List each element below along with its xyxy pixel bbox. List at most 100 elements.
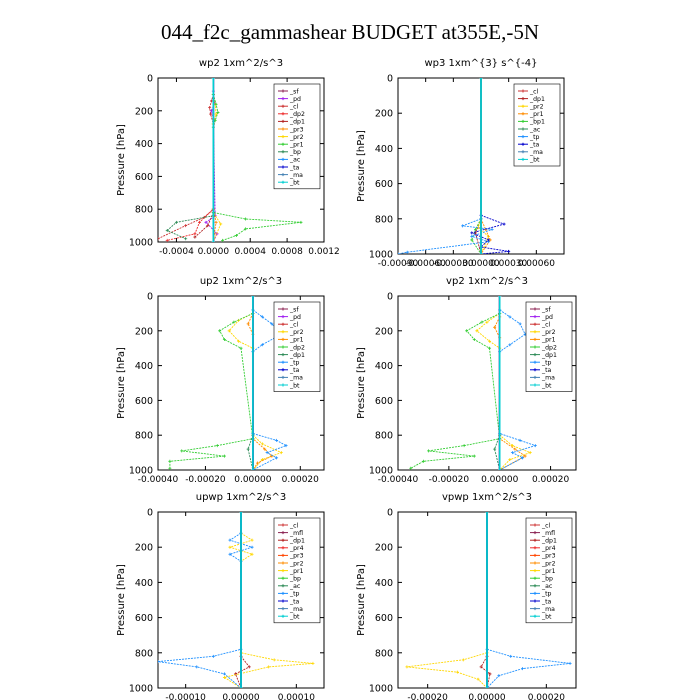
legend-marker (281, 368, 285, 372)
legend-marker (533, 553, 537, 557)
series-point (461, 224, 465, 228)
series-line (167, 208, 214, 241)
legend-marker (533, 569, 537, 573)
chart-title: up2 1xm^2/s^3 (200, 276, 282, 287)
series-point (214, 102, 218, 106)
legend-marker (281, 584, 285, 588)
plot-area (158, 78, 303, 242)
series-point (204, 220, 208, 224)
series-point (488, 672, 492, 676)
y-tick-label: 400 (135, 139, 153, 150)
legend-marker (533, 375, 537, 379)
series-point (227, 329, 231, 333)
legend-marker (281, 315, 285, 319)
series-point (198, 220, 201, 224)
legend-marker (533, 576, 537, 580)
chart-panel: upwp 1xm^2/s^3 Pressure [hPa] 0 200 400 600 80… (116, 492, 325, 700)
y-tick-label: 600 (135, 613, 153, 624)
series-point (165, 229, 169, 233)
series-point (279, 451, 283, 455)
series-point (250, 538, 254, 542)
series-line (476, 313, 532, 470)
plot-area (168, 296, 288, 470)
y-tick-label: 1000 (129, 238, 153, 249)
series-line (480, 656, 491, 688)
y-axis-label: Pressure [hPa] (356, 130, 367, 202)
chart-panel: vpwp 1xm^2/s^3 Pressure [hPa] 0 200 400 600 80… (356, 492, 577, 700)
legend-entry-label: _pr1 (541, 337, 556, 344)
legend-entry-label: _pd (289, 314, 301, 321)
legend-entry-label: _bt (289, 382, 300, 389)
legend-marker (281, 135, 285, 139)
y-tick-label: 0 (387, 508, 393, 519)
series-point (246, 322, 250, 326)
series-line (158, 532, 254, 688)
legend-entry-label: _ma (529, 149, 543, 156)
legend-entry-label: _bp (289, 149, 301, 156)
legend-marker (281, 97, 285, 101)
series-point (250, 552, 254, 556)
legend-entry-label: _bt (289, 180, 300, 187)
series-line (169, 312, 254, 469)
y-tick-label: 200 (135, 326, 153, 337)
legend-marker (281, 337, 285, 341)
series-point (490, 227, 494, 231)
series-point (405, 250, 409, 254)
series-point (493, 447, 497, 451)
series-point (237, 339, 241, 343)
legend-entry-label: _pr1 (289, 337, 304, 344)
x-tick-label: 0.00000 (234, 475, 271, 485)
legend-marker (281, 538, 285, 542)
legend-entry-label: _pr2 (541, 560, 556, 567)
legend-marker (521, 89, 525, 93)
series-point (270, 322, 274, 326)
series-point (211, 240, 215, 242)
series-point (476, 677, 480, 681)
legend-marker (533, 322, 537, 326)
x-tick-label: 0.00020 (528, 693, 565, 700)
series-line (166, 215, 214, 240)
legend-marker (533, 360, 537, 364)
y-axis-label: Pressure [hPa] (116, 347, 127, 419)
series-point (498, 468, 502, 470)
legend-entry-label: _pr2 (289, 329, 304, 336)
series-point (168, 459, 172, 463)
series-point (485, 686, 489, 688)
legend-marker (281, 561, 285, 565)
y-tick-label: 0 (147, 508, 153, 519)
series-point (472, 454, 476, 458)
chart-title: wp3 1xm^{3} s^{-4} (424, 58, 537, 69)
series-point (222, 672, 226, 676)
legend-marker (281, 569, 285, 573)
series-point (239, 512, 243, 514)
legend-entry-label: _dp1 (541, 538, 557, 545)
series-point (211, 78, 215, 80)
series-point (521, 456, 525, 460)
legend-marker (521, 135, 525, 139)
legend-entry-label: _cl (289, 322, 298, 329)
legend-entry-label: _bp1 (529, 119, 545, 126)
legend-entry-label: _pr1 (541, 568, 556, 575)
legend-entry-label: _dp1 (529, 96, 545, 103)
series-point (488, 339, 492, 343)
x-tick-label: 0.0012 (308, 247, 340, 257)
series-point (180, 449, 184, 453)
legend-marker (281, 180, 285, 184)
legend-entry-label: _bp (541, 576, 553, 583)
series-point (214, 220, 218, 224)
legend-marker (521, 157, 525, 161)
series-point (234, 233, 238, 237)
legend-entry-label: _cl (541, 522, 550, 529)
legend-entry-label: _pd (541, 314, 553, 321)
chart-panel: up2 1xm^2/s^3 Pressure [hPa] 0 200 400 600 800… (116, 276, 325, 485)
series-point (256, 461, 260, 465)
series-point (479, 78, 483, 80)
legend-entry-label: _dp1 (541, 352, 557, 359)
series-line (471, 218, 482, 254)
y-tick-label: 600 (375, 613, 393, 624)
series-point (299, 220, 303, 224)
series-point (462, 444, 466, 448)
series-line (410, 312, 501, 469)
y-tick-label: 1000 (369, 684, 393, 695)
series-point (488, 346, 492, 350)
